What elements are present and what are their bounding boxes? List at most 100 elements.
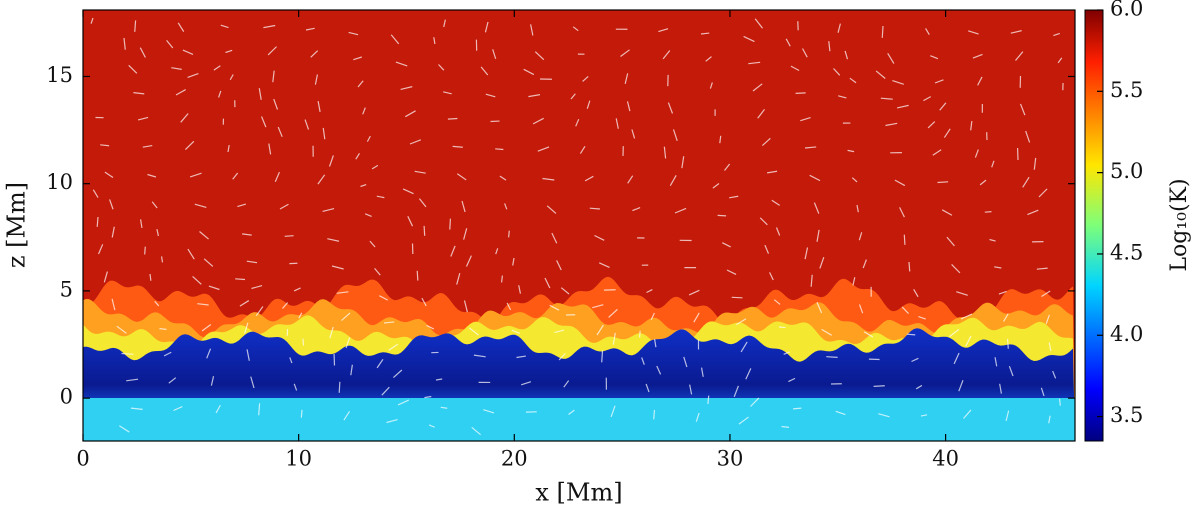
velocity-arrow <box>695 412 700 422</box>
velocity-arrow <box>126 378 139 382</box>
velocity-arrow <box>663 146 667 159</box>
velocity-arrow <box>1008 365 1014 377</box>
velocity-arrow <box>923 96 932 102</box>
velocity-arrow <box>480 66 489 76</box>
velocity-arrow <box>596 324 604 336</box>
velocity-arrow <box>350 364 353 376</box>
velocity-arrow <box>833 68 841 76</box>
velocity-arrow <box>934 79 944 84</box>
y-tick-label: 15 <box>46 63 73 87</box>
velocity-arrow <box>965 335 972 347</box>
velocity-arrow <box>775 227 781 236</box>
velocity-arrow <box>771 199 780 206</box>
velocity-arrow <box>400 86 413 90</box>
velocity-arrow <box>949 328 960 338</box>
velocity-arrow <box>424 395 432 399</box>
velocity-arrow <box>317 174 326 185</box>
velocity-arrow <box>355 152 360 160</box>
velocity-arrow <box>745 368 752 380</box>
velocity-arrow <box>376 358 384 369</box>
velocity-arrow <box>740 341 748 353</box>
velocity-arrow <box>499 175 507 181</box>
velocity-arrow <box>681 156 685 169</box>
velocity-arrow <box>111 226 115 238</box>
velocity-arrow <box>397 399 410 406</box>
velocity-arrow <box>357 80 364 88</box>
velocity-arrow <box>901 306 909 315</box>
velocity-arrow <box>506 302 512 311</box>
velocity-arrow <box>778 326 786 329</box>
velocity-arrow <box>268 143 272 155</box>
velocity-arrow <box>187 248 195 260</box>
x-tick-label: 10 <box>285 447 312 471</box>
y-tick-label: 0 <box>60 385 73 409</box>
velocity-arrow <box>130 407 143 410</box>
velocity-arrow <box>405 110 416 118</box>
velocity-arrow <box>608 308 618 318</box>
velocity-arrow <box>362 107 366 115</box>
velocity-arrow <box>892 80 904 85</box>
velocity-arrow <box>683 356 688 368</box>
velocity-arrow <box>700 367 704 377</box>
velocity-arrow <box>894 179 906 187</box>
velocity-arrow <box>255 306 264 317</box>
velocity-arrow <box>582 75 589 82</box>
velocity-arrow <box>881 25 884 38</box>
velocity-arrow <box>722 242 731 248</box>
velocity-arrow <box>232 172 239 180</box>
temperature-field <box>83 10 1075 441</box>
velocity-arrow <box>258 88 262 100</box>
velocity-arrow <box>941 209 953 216</box>
velocity-arrow <box>263 24 276 29</box>
velocity-arrow <box>523 68 535 76</box>
velocity-arrow <box>1022 176 1030 188</box>
velocity-arrow <box>672 129 678 141</box>
velocity-arrow <box>1052 370 1057 379</box>
velocity-arrow <box>199 231 209 240</box>
velocity-arrow <box>450 245 456 257</box>
velocity-arrow <box>570 93 576 100</box>
velocity-arrow <box>956 291 968 296</box>
velocity-arrow <box>781 425 790 428</box>
colorbar-tick-label: 5.0 <box>1110 159 1143 183</box>
velocity-arrow <box>133 92 145 95</box>
velocity-arrow <box>1019 103 1026 116</box>
velocity-arrow <box>810 274 813 287</box>
velocity-arrow <box>463 228 468 240</box>
velocity-arrow <box>970 120 973 131</box>
velocity-arrow <box>317 101 321 113</box>
velocity-arrow <box>90 17 94 24</box>
velocity-arrow <box>532 117 544 125</box>
velocity-arrow <box>558 352 566 361</box>
velocity-arrow <box>688 289 700 296</box>
velocity-arrow <box>551 232 558 244</box>
velocity-arrow <box>504 203 508 210</box>
velocity-arrow <box>418 198 427 208</box>
velocity-arrow <box>386 418 398 424</box>
velocity-arrow <box>953 352 960 365</box>
velocity-arrow <box>485 93 496 98</box>
velocity-arrow <box>483 409 495 414</box>
y-tick-label: 10 <box>46 170 73 194</box>
velocity-arrow <box>111 298 116 311</box>
y-axis-label: z [Mm] <box>3 182 31 268</box>
velocity-arrow <box>414 170 426 174</box>
colorbar-tick-label: 4.0 <box>1110 322 1143 346</box>
velocity-arrow <box>795 92 806 94</box>
velocity-arrow <box>873 385 885 387</box>
velocity-arrow <box>329 326 334 339</box>
velocity-arrow <box>227 144 230 153</box>
velocity-arrow <box>554 329 565 334</box>
velocity-arrow <box>998 290 1007 295</box>
x-tick-label: 0 <box>76 447 89 471</box>
velocity-arrow <box>946 236 955 247</box>
velocity-arrow <box>220 24 229 29</box>
velocity-arrow <box>598 262 610 269</box>
velocity-arrow <box>653 409 656 420</box>
velocity-arrow <box>322 127 326 140</box>
velocity-arrow <box>809 174 821 182</box>
velocity-arrow <box>302 338 305 346</box>
velocity-arrow <box>804 247 809 260</box>
velocity-arrow <box>440 406 448 409</box>
velocity-arrow <box>409 139 421 145</box>
